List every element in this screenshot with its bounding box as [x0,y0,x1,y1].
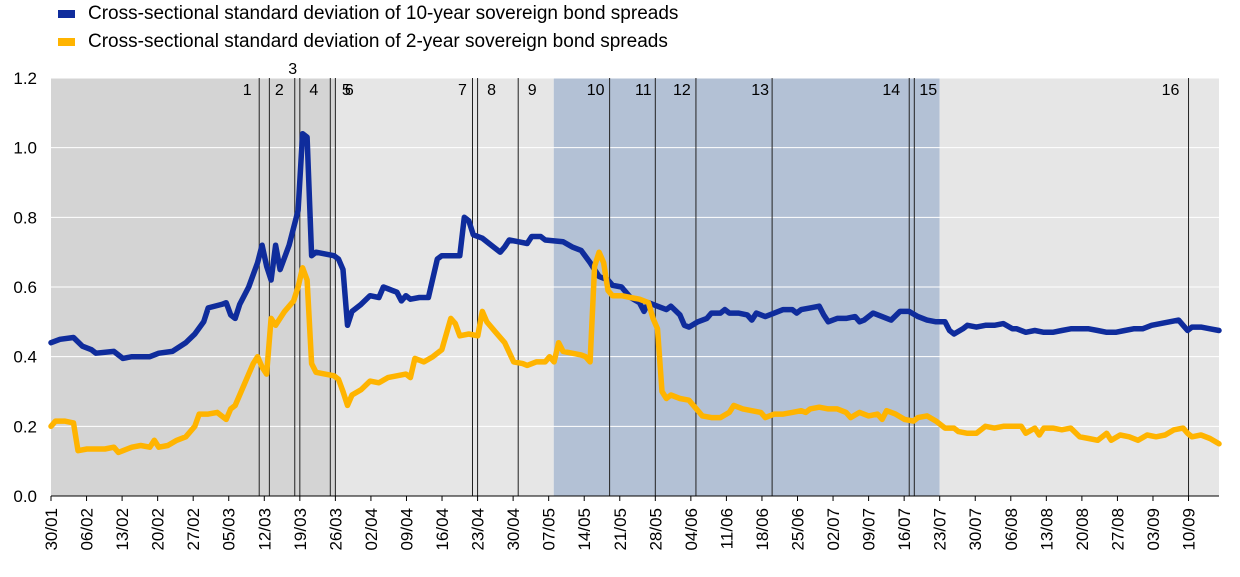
x-tick-label-15: 14/05 [575,508,594,551]
y-axis: 0.0 0.2 0.4 0.6 0.8 1.0 1.2 [13,69,37,506]
x-tick-label-19: 11/06 [717,508,736,549]
event-label-6: 6 [345,82,354,99]
y-tick-label-4: 0.8 [13,208,37,227]
legend: Cross-sectional standard deviation of 10… [58,0,678,56]
x-tick-label-11: 16/04 [433,508,452,551]
x-tick-label-24: 16/07 [895,508,914,551]
x-tick-label-28: 13/08 [1037,508,1056,551]
y-tick-label-1: 0.2 [13,417,37,436]
series-lines [48,130,1222,456]
x-tick-label-2: 13/02 [113,508,132,551]
y-tick-label-6: 1.2 [13,69,37,88]
event-label-2: 2 [275,82,284,99]
x-tick-label-16: 21/05 [611,508,630,551]
x-tick-label-32: 10/09 [1180,508,1199,551]
x-tick-label-5: 05/03 [220,508,239,551]
x-tick-label-30: 27/08 [1108,508,1127,551]
y-tick-label-5: 1.0 [13,139,37,158]
x-tick-label-1: 06/02 [78,508,97,551]
event-label-10: 10 [587,82,605,99]
x-tick-label-4: 27/02 [184,508,203,551]
x-tick-label-25: 23/07 [931,508,950,551]
x-tick-label-0: 30/01 [42,508,61,551]
x-tick-label-22: 02/07 [824,508,843,551]
x-tick-label-17: 28/05 [646,508,665,551]
x-tick-label-7: 19/03 [291,508,310,551]
legend-item-2y: Cross-sectional standard deviation of 2-… [58,28,678,56]
x-axis: 30/01 06/02 13/02 20/02 27/02 05/03 12/03 19/03… [42,495,1219,551]
y-tick-label-2: 0.4 [13,348,37,367]
event-label-7: 7 [458,82,467,99]
event-label-14: 14 [882,82,900,99]
x-tick-label-9: 02/04 [362,508,381,551]
x-tick-label-3: 20/02 [149,508,168,551]
x-tick-label-12: 23/04 [469,508,488,551]
x-tick-label-21: 25/06 [789,508,808,551]
legend-swatch-2y [58,38,75,46]
event-label-5: 5 [342,82,351,99]
x-tick-label-6: 12/03 [255,508,274,551]
x-tick-label-14: 07/05 [540,508,559,551]
x-tick-label-23: 09/07 [860,508,879,551]
x-tick-label-18: 04/06 [682,508,701,551]
event-label-9: 9 [528,82,537,99]
series-line-2y [48,249,1222,456]
event-label-15: 15 [919,82,937,99]
event-label-4: 4 [309,82,318,99]
event-label-3: 3 [288,61,297,78]
y-tick-label-3: 0.6 [13,278,37,297]
x-tick-label-27: 06/08 [1002,508,1021,551]
x-tick-label-29: 20/08 [1073,508,1092,551]
legend-label-10y: Cross-sectional standard deviation of 10… [88,3,679,24]
x-tick-label-13: 30/04 [504,508,523,551]
x-tick-label-31: 03/09 [1144,508,1163,551]
event-markers: 1 234 56 7 8 9 10 11 12 13 14 15 16 [243,61,1190,496]
x-tick-label-20: 18/06 [753,508,772,551]
event-label-16: 16 [1162,82,1180,99]
legend-swatch-10y [58,10,75,18]
event-label-13: 13 [751,82,769,99]
y-tick-label-0: 0.0 [13,487,37,506]
event-label-8: 8 [487,82,496,99]
x-tick-label-8: 26/03 [326,508,345,551]
event-label-12: 12 [673,82,691,99]
legend-label-2y: Cross-sectional standard deviation of 2-… [88,31,668,52]
x-tick-label-26: 30/07 [966,508,985,551]
event-label-1: 1 [243,82,252,99]
event-label-11: 11 [635,82,652,99]
x-tick-label-10: 09/04 [397,508,416,551]
legend-item-10y: Cross-sectional standard deviation of 10… [58,0,678,28]
